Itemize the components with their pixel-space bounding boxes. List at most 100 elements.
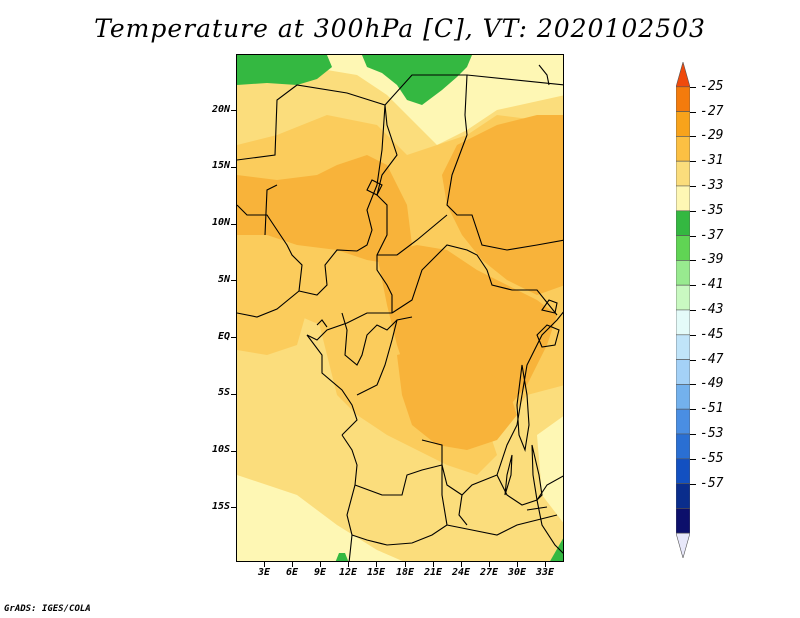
grads-credit: GrADS: IGES/COLA bbox=[4, 604, 91, 614]
colorbar-level-label: -53 bbox=[700, 426, 724, 441]
colorbar-tick bbox=[690, 359, 696, 361]
lat-label-15n: 15N bbox=[211, 160, 230, 171]
lon-label-27e: 27E bbox=[479, 567, 499, 578]
colorbar-tick bbox=[690, 285, 696, 287]
lon-tick bbox=[348, 562, 349, 567]
lon-tick bbox=[292, 562, 293, 567]
lon-label-21e: 21E bbox=[423, 567, 443, 578]
colorbar-tick bbox=[690, 458, 696, 460]
colorbar-cell bbox=[676, 384, 690, 410]
colorbar-level-label: -47 bbox=[700, 351, 724, 367]
field-patch-cool-southwest bbox=[237, 475, 403, 561]
field-patch-cold-north bbox=[362, 55, 472, 105]
colorbar-cell bbox=[676, 160, 690, 187]
colorbar-cell bbox=[676, 508, 690, 534]
lat-label-5s: 5S bbox=[217, 387, 230, 398]
lon-label-33e: 33E bbox=[535, 567, 555, 578]
colorbar-tick bbox=[690, 310, 696, 311]
colorbar-cell bbox=[676, 111, 690, 137]
colorbar-level-label: -35 bbox=[700, 202, 724, 218]
colorbar-cell bbox=[676, 136, 690, 162]
colorbar-tick bbox=[690, 260, 696, 262]
colorbar-cell bbox=[676, 260, 690, 286]
map-plot-area bbox=[236, 54, 564, 562]
lon-tick bbox=[545, 562, 546, 567]
field-patch-warmest-sahel bbox=[237, 155, 412, 265]
field-patch-cool-east bbox=[537, 416, 563, 523]
colorbar-tick bbox=[690, 111, 696, 113]
colorbar-tick bbox=[690, 434, 696, 435]
colorbar-tick bbox=[690, 161, 696, 163]
colorbar-tick bbox=[690, 384, 696, 386]
lat-tick bbox=[231, 507, 236, 508]
lon-label-12e: 12E bbox=[338, 567, 358, 578]
colorbar bbox=[676, 62, 690, 558]
colorbar-tick bbox=[690, 235, 696, 237]
colorbar-level-label: -51 bbox=[700, 401, 724, 417]
colorbar-level-label: -45 bbox=[700, 326, 724, 342]
colorbar-level-label: -41 bbox=[700, 277, 724, 293]
colorbar-level-label: -29 bbox=[700, 128, 724, 144]
field-patch-cold-northwest bbox=[237, 55, 332, 85]
lat-tick bbox=[231, 451, 236, 452]
field-patch-warmest-congo bbox=[397, 345, 517, 450]
lon-label-3e: 3E bbox=[257, 567, 271, 578]
field-patch-warmest-northeast bbox=[442, 115, 563, 295]
colorbar-tick bbox=[690, 409, 696, 411]
lon-tick bbox=[433, 562, 434, 567]
lon-label-30e: 30E bbox=[507, 567, 527, 578]
colorbar-tick bbox=[690, 210, 696, 212]
colorbar-tick bbox=[690, 186, 696, 187]
colorbar-cell bbox=[676, 309, 690, 336]
colorbar-tick bbox=[690, 136, 696, 138]
colorbar-level-label: -33 bbox=[700, 178, 724, 193]
lat-tick bbox=[231, 167, 236, 168]
colorbar-cell bbox=[676, 86, 690, 112]
field-patch-cold-south bbox=[335, 553, 349, 561]
lat-tick bbox=[231, 394, 236, 395]
colorbar-tick bbox=[690, 86, 696, 88]
colorbar-cell bbox=[676, 185, 690, 212]
colorbar-cell bbox=[676, 62, 690, 88]
colorbar-level-label: -43 bbox=[700, 302, 724, 317]
lon-label-9e: 9E bbox=[313, 567, 327, 578]
field-patch-cool-north bbox=[307, 55, 563, 145]
lat-label-15s: 15S bbox=[211, 501, 230, 512]
lon-tick bbox=[461, 562, 462, 567]
lon-tick bbox=[489, 562, 490, 567]
colorbar-level-label: -31 bbox=[700, 153, 724, 169]
field-patch-warm-west bbox=[237, 285, 307, 355]
lat-label-10n: 10N bbox=[211, 217, 230, 228]
lat-label-10s: 10S bbox=[211, 444, 230, 455]
lon-tick bbox=[264, 562, 265, 567]
lon-label-24e: 24E bbox=[451, 567, 471, 578]
lon-label-18e: 18E bbox=[395, 567, 415, 578]
lon-tick bbox=[517, 562, 518, 567]
lon-tick bbox=[376, 562, 377, 567]
lon-tick bbox=[320, 562, 321, 567]
lon-label-6e: 6E bbox=[285, 567, 299, 578]
colorbar-cell bbox=[676, 532, 690, 558]
colorbar-level-label: -57 bbox=[700, 475, 724, 491]
colorbar-cell bbox=[676, 458, 690, 484]
colorbar-cell bbox=[676, 334, 690, 360]
colorbar-cell bbox=[676, 433, 690, 460]
colorbar-tick bbox=[690, 483, 696, 485]
colorbar-cell bbox=[676, 210, 690, 236]
colorbar-cell bbox=[676, 235, 690, 261]
lat-tick bbox=[231, 337, 236, 338]
lat-label-20n: 20N bbox=[211, 104, 230, 115]
map-title: Temperature at 300hPa [C], VT: 202010250… bbox=[94, 14, 706, 43]
lon-label-15e: 15E bbox=[366, 567, 386, 578]
lat-tick bbox=[231, 224, 236, 225]
lat-tick bbox=[231, 280, 236, 281]
lat-label-5n: 5N bbox=[217, 274, 230, 285]
colorbar-level-label: -37 bbox=[700, 227, 724, 243]
colorbar-level-label: -49 bbox=[700, 376, 724, 392]
colorbar-level-label: -39 bbox=[700, 252, 724, 268]
country-borders bbox=[237, 64, 563, 561]
lat-tick bbox=[231, 110, 236, 111]
temperature-field bbox=[237, 55, 563, 561]
lon-tick bbox=[405, 562, 406, 567]
colorbar-level-label: -55 bbox=[700, 450, 724, 466]
